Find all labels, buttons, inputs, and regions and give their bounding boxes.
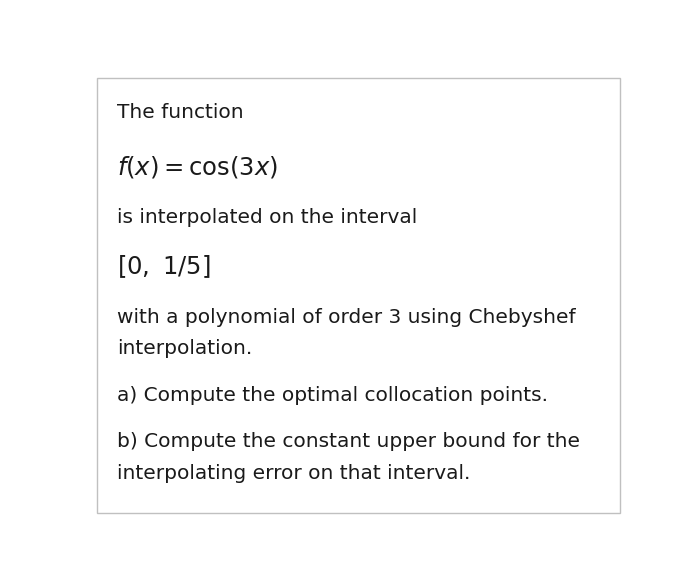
Text: a) Compute the optimal collocation points.: a) Compute the optimal collocation point…: [118, 386, 548, 405]
Text: interpolation.: interpolation.: [118, 339, 253, 357]
Text: The function: The function: [118, 104, 244, 122]
Text: is interpolated on the interval: is interpolated on the interval: [118, 208, 418, 228]
Text: b) Compute the constant upper bound for the: b) Compute the constant upper bound for …: [118, 432, 580, 451]
Text: interpolating error on that interval.: interpolating error on that interval.: [118, 464, 470, 483]
Text: with a polynomial of order 3 using Chebyshef: with a polynomial of order 3 using Cheby…: [118, 308, 576, 326]
Text: $f(x) = \mathrm{cos}(3x)$: $f(x) = \mathrm{cos}(3x)$: [118, 154, 279, 180]
Text: $[0,\ 1/5]$: $[0,\ 1/5]$: [118, 254, 211, 280]
